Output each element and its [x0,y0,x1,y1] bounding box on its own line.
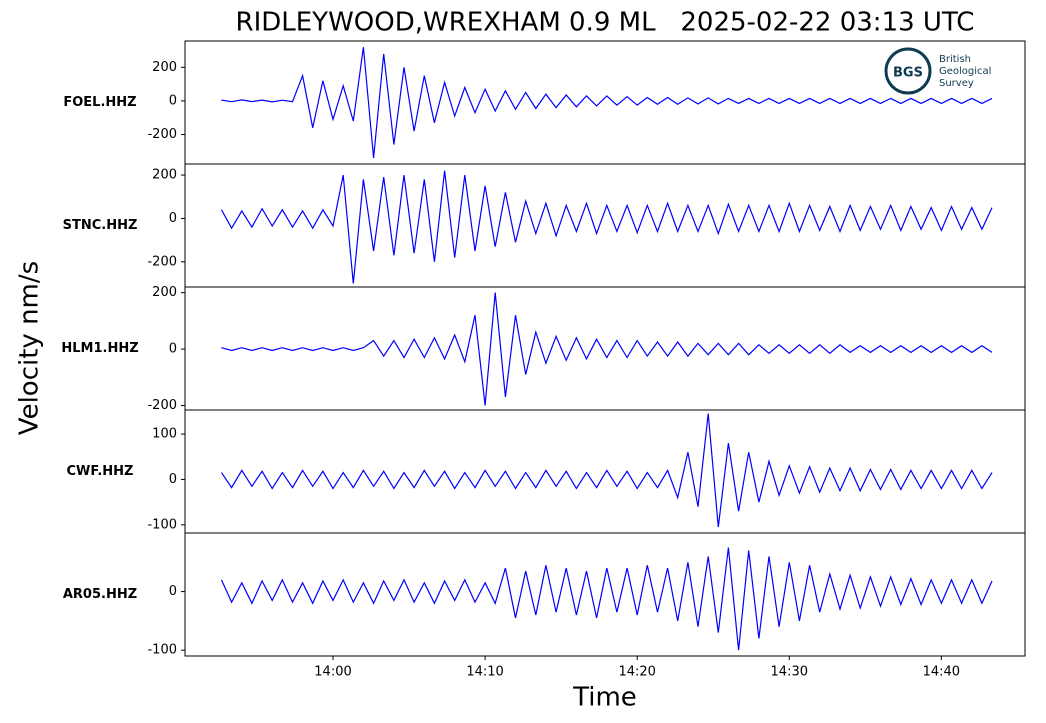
waveform [220,547,993,651]
station-label: CWF.HHZ [67,464,134,479]
x-tick-label: 14:10 [466,665,503,680]
waveform [221,413,993,528]
logo-text: Survey [939,78,974,89]
y-tick-label: 0 [169,472,177,487]
y-tick-label: 100 [152,427,177,442]
logo-text: British [939,54,971,65]
y-tick-label: -100 [147,643,177,658]
x-tick-label: 14:00 [314,665,351,680]
waveform [220,170,993,284]
logo: BGS British Geological Survey [884,47,991,95]
y-tick-label: 0 [169,342,177,357]
y-axis-label: Velocity nm/s [15,261,45,435]
x-axis-label: Time [572,683,637,713]
y-tick-label: -200 [147,254,177,269]
x-tick-label: 14:30 [771,665,808,680]
y-tick-label: 200 [152,60,177,75]
y-tick-label: 0 [169,93,177,108]
y-tick-label: 200 [152,285,177,300]
y-tick-label: 200 [152,168,177,183]
panel-frame [184,532,1026,657]
x-tick-label: 14:20 [618,665,655,680]
waveform [221,47,993,159]
y-tick-label: -200 [147,398,177,413]
logo-initials: BGS [893,66,923,81]
station-label: STNC.HHZ [63,218,138,233]
y-tick-label: -100 [147,517,177,532]
panel-frame [184,286,1026,411]
chart-title: RIDLEYWOOD,WREXHAM 0.9 ML 2025-02-22 03:… [236,8,975,38]
station-label: FOEL.HHZ [63,95,136,110]
waveform [221,292,993,406]
panel-frame [184,409,1026,534]
station-label: HLM1.HHZ [61,341,138,356]
logo-ring [884,47,932,95]
station-label: AR05.HHZ [63,587,137,602]
y-tick-label: -200 [147,127,177,142]
x-tick-label: 14:40 [923,665,960,680]
y-tick-label: 0 [169,211,177,226]
y-tick-label: 0 [169,584,177,599]
logo-text: Geological [939,66,991,77]
